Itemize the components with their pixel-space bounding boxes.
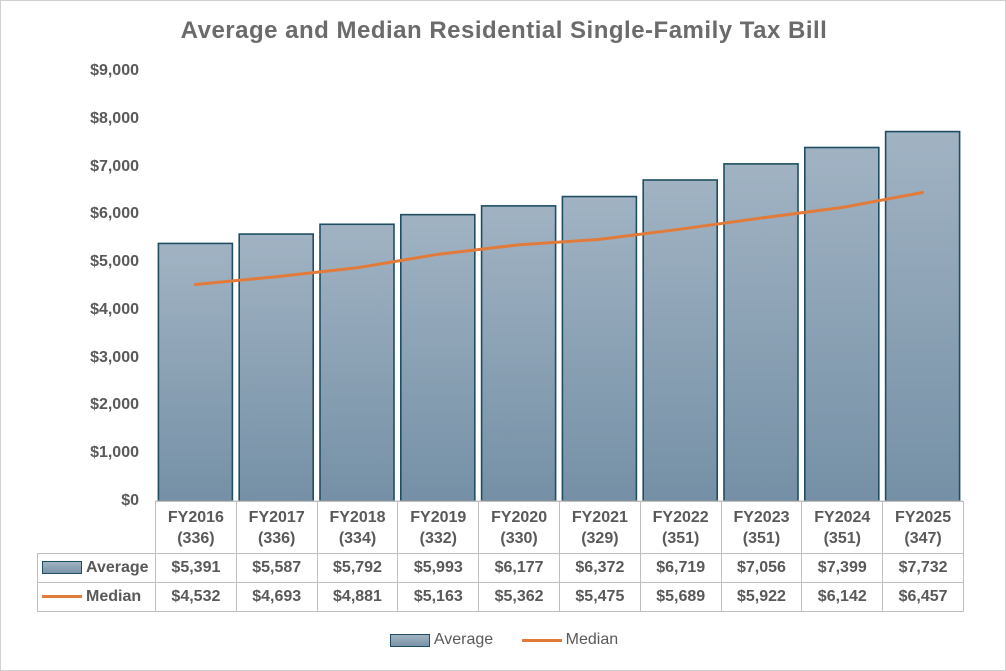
- average-bar: [399, 213, 476, 502]
- median-value-cell: $6,142: [801, 582, 884, 612]
- y-tick-label: $7,000: [90, 157, 139, 175]
- median-row-name: Median: [86, 588, 142, 605]
- median-row-label: Median: [37, 582, 156, 612]
- category-cell: FY2025 (347): [882, 501, 964, 554]
- category-cell: FY2023 (351): [720, 501, 803, 554]
- category-label: FY2016: [167, 508, 224, 526]
- average-key-swatch: [42, 561, 82, 575]
- category-cell: FY2018 (334): [316, 501, 399, 554]
- category-count: (330): [500, 529, 538, 547]
- category-cell: FY2020 (330): [478, 501, 560, 554]
- legend-median-label: Median: [565, 631, 619, 648]
- median-value-cell: $6,457: [882, 582, 964, 612]
- table-corner: [37, 501, 156, 554]
- category-label: FY2021: [571, 508, 628, 526]
- average-bar: [803, 146, 880, 502]
- category-label: FY2019: [410, 508, 467, 526]
- average-value-cell: $7,056: [720, 553, 803, 583]
- median-line-series: [193, 190, 925, 286]
- median-value-cell: $5,922: [720, 582, 803, 612]
- category-label: FY2017: [248, 508, 305, 526]
- median-value-cell: $4,881: [316, 582, 399, 612]
- y-tick-label: $8,000: [90, 109, 139, 127]
- category-count: (329): [581, 529, 619, 547]
- category-count: (336): [177, 529, 215, 547]
- y-tick-label: $2,000: [90, 396, 139, 414]
- median-value-cell: $4,532: [155, 582, 237, 612]
- category-cell: FY2022 (351): [639, 501, 722, 554]
- category-label: FY2025: [895, 508, 952, 526]
- legend-average-label: Average: [433, 631, 494, 648]
- average-value-cell: $7,732: [882, 553, 964, 583]
- median-value-cell: $5,362: [478, 582, 560, 612]
- category-row: FY2016 (336) FY2017 (336) FY2018 (334) FY2019 (…: [37, 501, 964, 554]
- category-count: (351): [742, 529, 781, 547]
- average-row-name: Average: [86, 559, 149, 576]
- category-label: FY2023: [733, 508, 790, 526]
- legend-median-swatch: [521, 638, 562, 642]
- average-bar: [561, 195, 638, 502]
- y-tick-label: $6,000: [90, 205, 139, 223]
- category-label: FY2018: [329, 508, 386, 526]
- average-row: Average $5,391 $5,587 $5,792 $5,993 $6,177 $6…: [37, 553, 964, 583]
- median-row: Median $4,532 $4,693 $4,881 $5,163 $5,362 $5,…: [37, 582, 964, 612]
- y-tick-label: $9,000: [90, 62, 139, 79]
- category-label: FY2020: [491, 508, 548, 526]
- category-count: (332): [419, 529, 457, 547]
- median-value-cell: $5,475: [558, 582, 641, 612]
- legend-item-median: Median: [521, 631, 619, 649]
- category-count: (336): [258, 529, 296, 547]
- median-value-cell: $5,689: [639, 582, 722, 612]
- category-cell: FY2019 (332): [397, 501, 480, 554]
- category-label: FY2024: [814, 508, 871, 526]
- median-line: [193, 190, 925, 286]
- average-value-cell: $6,719: [639, 553, 722, 583]
- average-bar: [884, 130, 961, 502]
- average-value-cell: $5,587: [235, 553, 318, 583]
- median-value-cell: $5,163: [397, 582, 480, 612]
- category-cell: FY2024 (351): [801, 501, 884, 554]
- average-value-cell: $5,993: [397, 553, 480, 583]
- average-value-cell: $5,792: [316, 553, 399, 583]
- average-value-cell: $6,177: [478, 553, 560, 583]
- category-count: (347): [904, 529, 942, 547]
- average-bar: [157, 242, 234, 502]
- average-value-cell: $6,372: [558, 553, 641, 583]
- category-cell: FY2017 (336): [235, 501, 318, 554]
- category-count: (334): [338, 529, 377, 547]
- y-tick-label: $5,000: [90, 253, 139, 271]
- average-bars: [157, 130, 961, 502]
- y-tick-label: $3,000: [90, 348, 139, 366]
- category-count: (351): [662, 529, 700, 547]
- average-value-cell: $7,399: [801, 553, 884, 583]
- category-cell: FY2021 (329): [558, 501, 641, 554]
- y-tick-label: $4,000: [90, 300, 139, 318]
- y-tick-label: $1,000: [90, 444, 139, 462]
- category-count: (351): [823, 529, 861, 547]
- chart-title: Average and Median Residential Single-Fa…: [180, 17, 828, 44]
- average-row-label: Average: [37, 553, 156, 583]
- legend-item-average: Average: [389, 631, 494, 649]
- category-cell: FY2016 (336): [155, 501, 237, 554]
- data-table: FY2016 (336) FY2017 (336) FY2018 (334) FY2019 (…: [37, 501, 964, 612]
- legend: Average Median: [1, 631, 1005, 649]
- category-label: FY2022: [652, 508, 709, 526]
- median-value-cell: $4,693: [235, 582, 318, 612]
- legend-average-swatch: [389, 633, 430, 647]
- median-key-swatch: [42, 595, 82, 599]
- average-bar: [480, 205, 557, 502]
- average-value-cell: $5,391: [155, 553, 237, 583]
- average-bar: [319, 223, 395, 502]
